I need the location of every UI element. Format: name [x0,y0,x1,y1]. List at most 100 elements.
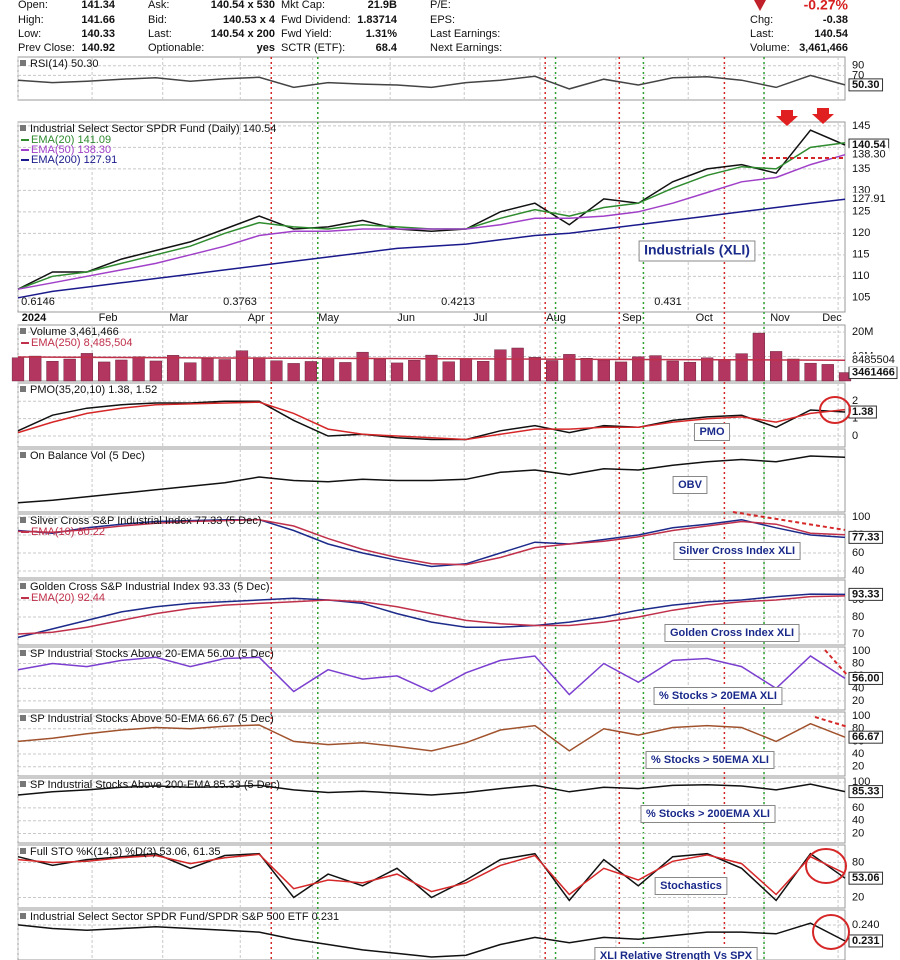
volume-bar [98,361,111,382]
marker-label: 0.4213 [441,296,475,308]
quote-value: -0.27% [804,0,849,13]
annotation: Industrials (XLI) [644,242,750,258]
y-tick-label: 20 [852,761,864,773]
x-tick-label: Jun [397,312,415,324]
trend-line [814,716,849,728]
y-tick-label: 80 [852,657,864,669]
volume-bar [287,363,300,382]
legend-entry: EMA(20) 141.09 [31,134,111,146]
annotation-box [673,542,801,560]
value-label: 3461466 [852,366,895,378]
volume-bar [46,360,59,382]
x-tick-label: May [318,312,339,324]
annotation-box [638,240,756,262]
legend-icon [20,328,26,334]
x-tick-label: Sep [622,312,642,324]
volume-bar [649,355,662,382]
legend-icon [20,125,26,131]
volume-bar [718,359,731,382]
volume-bar [580,358,593,382]
panel-title: Silver Cross S&P Industrial Index 77.33 … [30,515,262,527]
highlight-circle [819,396,851,424]
series-line [17,655,846,696]
y-tick-label: 90 [852,60,864,72]
quote-value: 140.54 [814,28,849,40]
y-tick-label: 20 [852,827,864,839]
panel-frame [17,121,846,313]
volume-bar [115,359,128,382]
volume-bar [235,350,249,382]
y-tick-label: 40 [852,682,864,694]
quote-label: Volume: [750,42,790,54]
volume-bar [304,361,318,382]
y-tick-label: 105 [852,292,870,304]
y-tick-label: 1 [852,413,858,425]
series-line [17,593,846,639]
x-tick-label: Feb [99,312,118,324]
annotation-box [693,423,731,441]
highlight-circle [812,914,850,950]
volume-bar [701,357,714,382]
series-line [17,922,846,958]
quote-label: Bid: [148,14,167,26]
quote-value: 140.54 x 530 [211,0,275,11]
quote-value: 3,461,466 [799,42,848,54]
annotation-box [654,877,728,895]
series-line [17,595,846,635]
legend-icon [20,650,26,656]
volume-bar [356,351,369,382]
panel-title: Industrial Select Sector SPDR Fund (Dail… [30,123,276,135]
y-tick-label: 0 [852,430,858,442]
y-tick-label: 100 [852,776,870,788]
marker-label: 0.6146 [21,296,55,308]
volume-bar [408,360,421,382]
annotation: % Stocks > 200EMA XLI [646,808,770,820]
quote-label: High: [18,14,44,26]
value-label: 138.30 [852,149,886,161]
x-tick-label: Jul [473,312,487,324]
volume-bar [632,356,645,382]
y-tick-label: 110 [852,270,870,282]
quote-label: Last: [750,28,774,40]
quote-value: 140.53 x 4 [223,14,276,26]
annotation: PMO [699,426,725,438]
value-label: 127.91 [852,193,886,205]
quote-label: EPS: [430,14,455,26]
legend-icon [20,452,26,458]
volume-bar [563,354,576,382]
y-tick-label: 2 [852,395,858,407]
volume-bar [80,353,94,382]
value-label: 77.33 [852,531,880,543]
value-label-box [848,530,884,544]
legend-entry: EMA(20) 92.44 [31,592,105,604]
volume-bar [597,359,610,382]
annotation-box [664,624,800,642]
value-label: 0.231 [852,935,880,947]
quote-value: 140.33 [81,28,115,40]
volume-bar [390,362,404,382]
y-tick-label: 135 [852,163,870,175]
panel-title: Volume 3,461,466 [30,326,119,338]
volume-bar [666,360,679,382]
legend-entry: EMA(10) 80.22 [31,526,105,538]
volume-bar [545,360,559,382]
legend-entry: EMA(250) 8,485,504 [31,337,133,349]
series-line [17,518,846,568]
value-label: 66.67 [852,731,880,743]
quote-label: Fwd Dividend: [281,14,351,26]
series-line [17,722,846,752]
y-tick-label: 125 [852,206,870,218]
value-label-box [848,785,884,799]
panel-title: PMO(35,20,10) 1.38, 1.52 [30,384,157,396]
red-arrow [812,108,834,124]
y-tick-label: 115 [852,249,870,261]
series-line [17,401,846,441]
y-tick-label: 20 [852,695,864,707]
marker-label: 0.431 [654,296,682,308]
quote-label: Last Earnings: [430,28,500,40]
trend-line [824,649,849,677]
quote-label: Low: [18,28,41,40]
quote-label: Next Earnings: [430,42,502,54]
